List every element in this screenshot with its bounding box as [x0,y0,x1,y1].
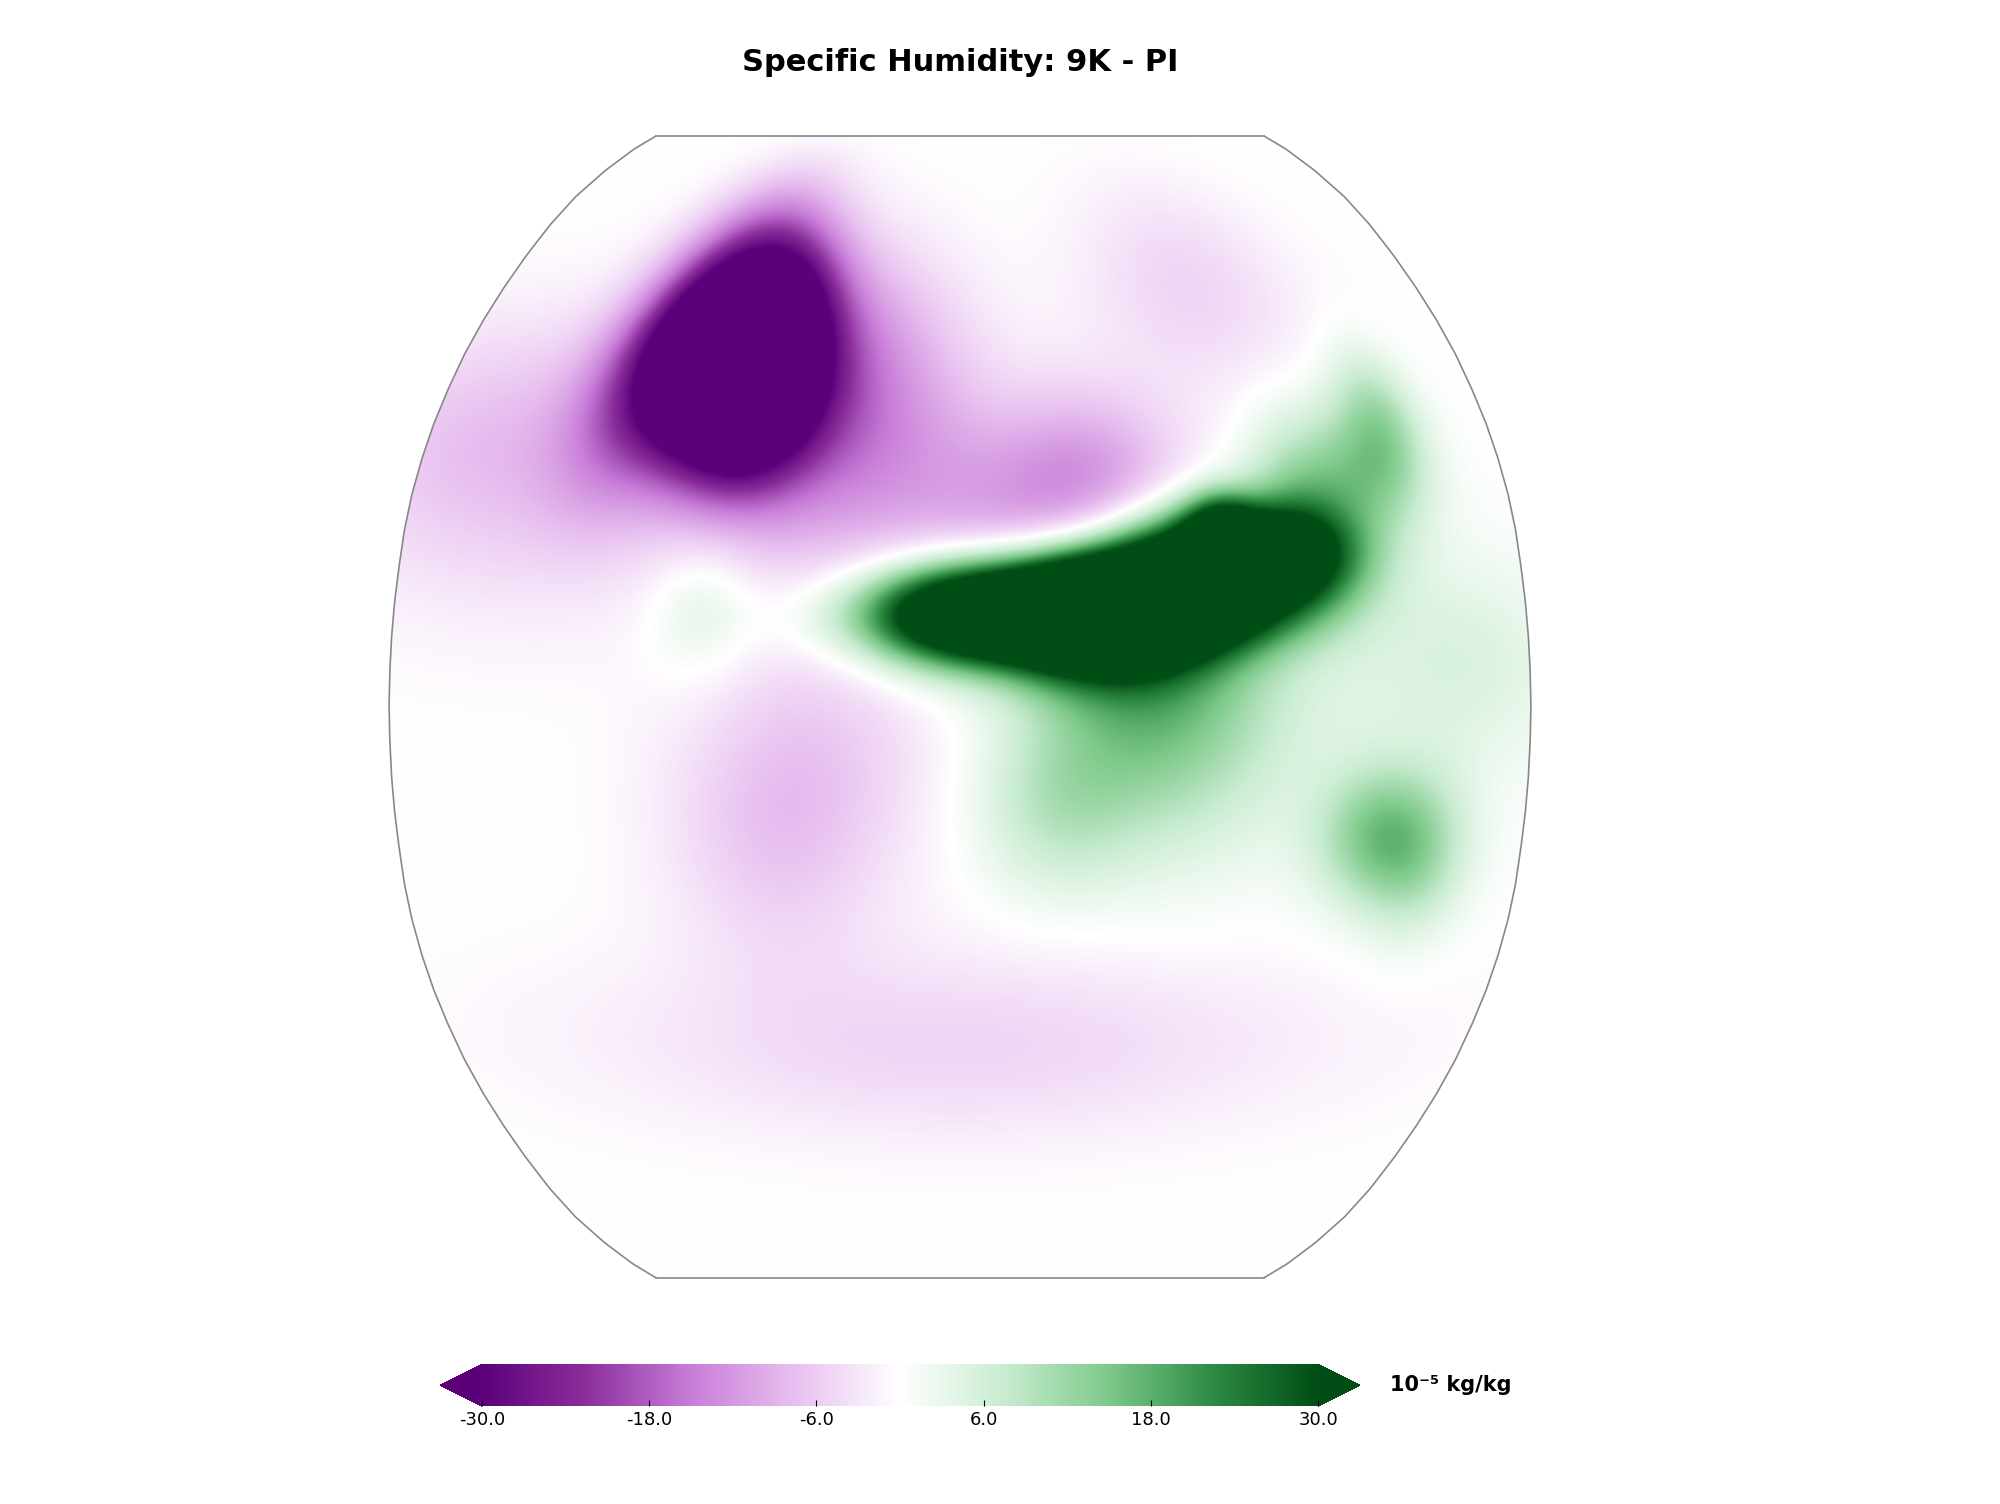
PathPatch shape [440,1364,482,1406]
Title: Specific Humidity: 9K - PI: Specific Humidity: 9K - PI [742,48,1178,77]
Text: 10⁻⁵ kg/kg: 10⁻⁵ kg/kg [1390,1375,1512,1396]
PathPatch shape [1318,1364,1360,1406]
